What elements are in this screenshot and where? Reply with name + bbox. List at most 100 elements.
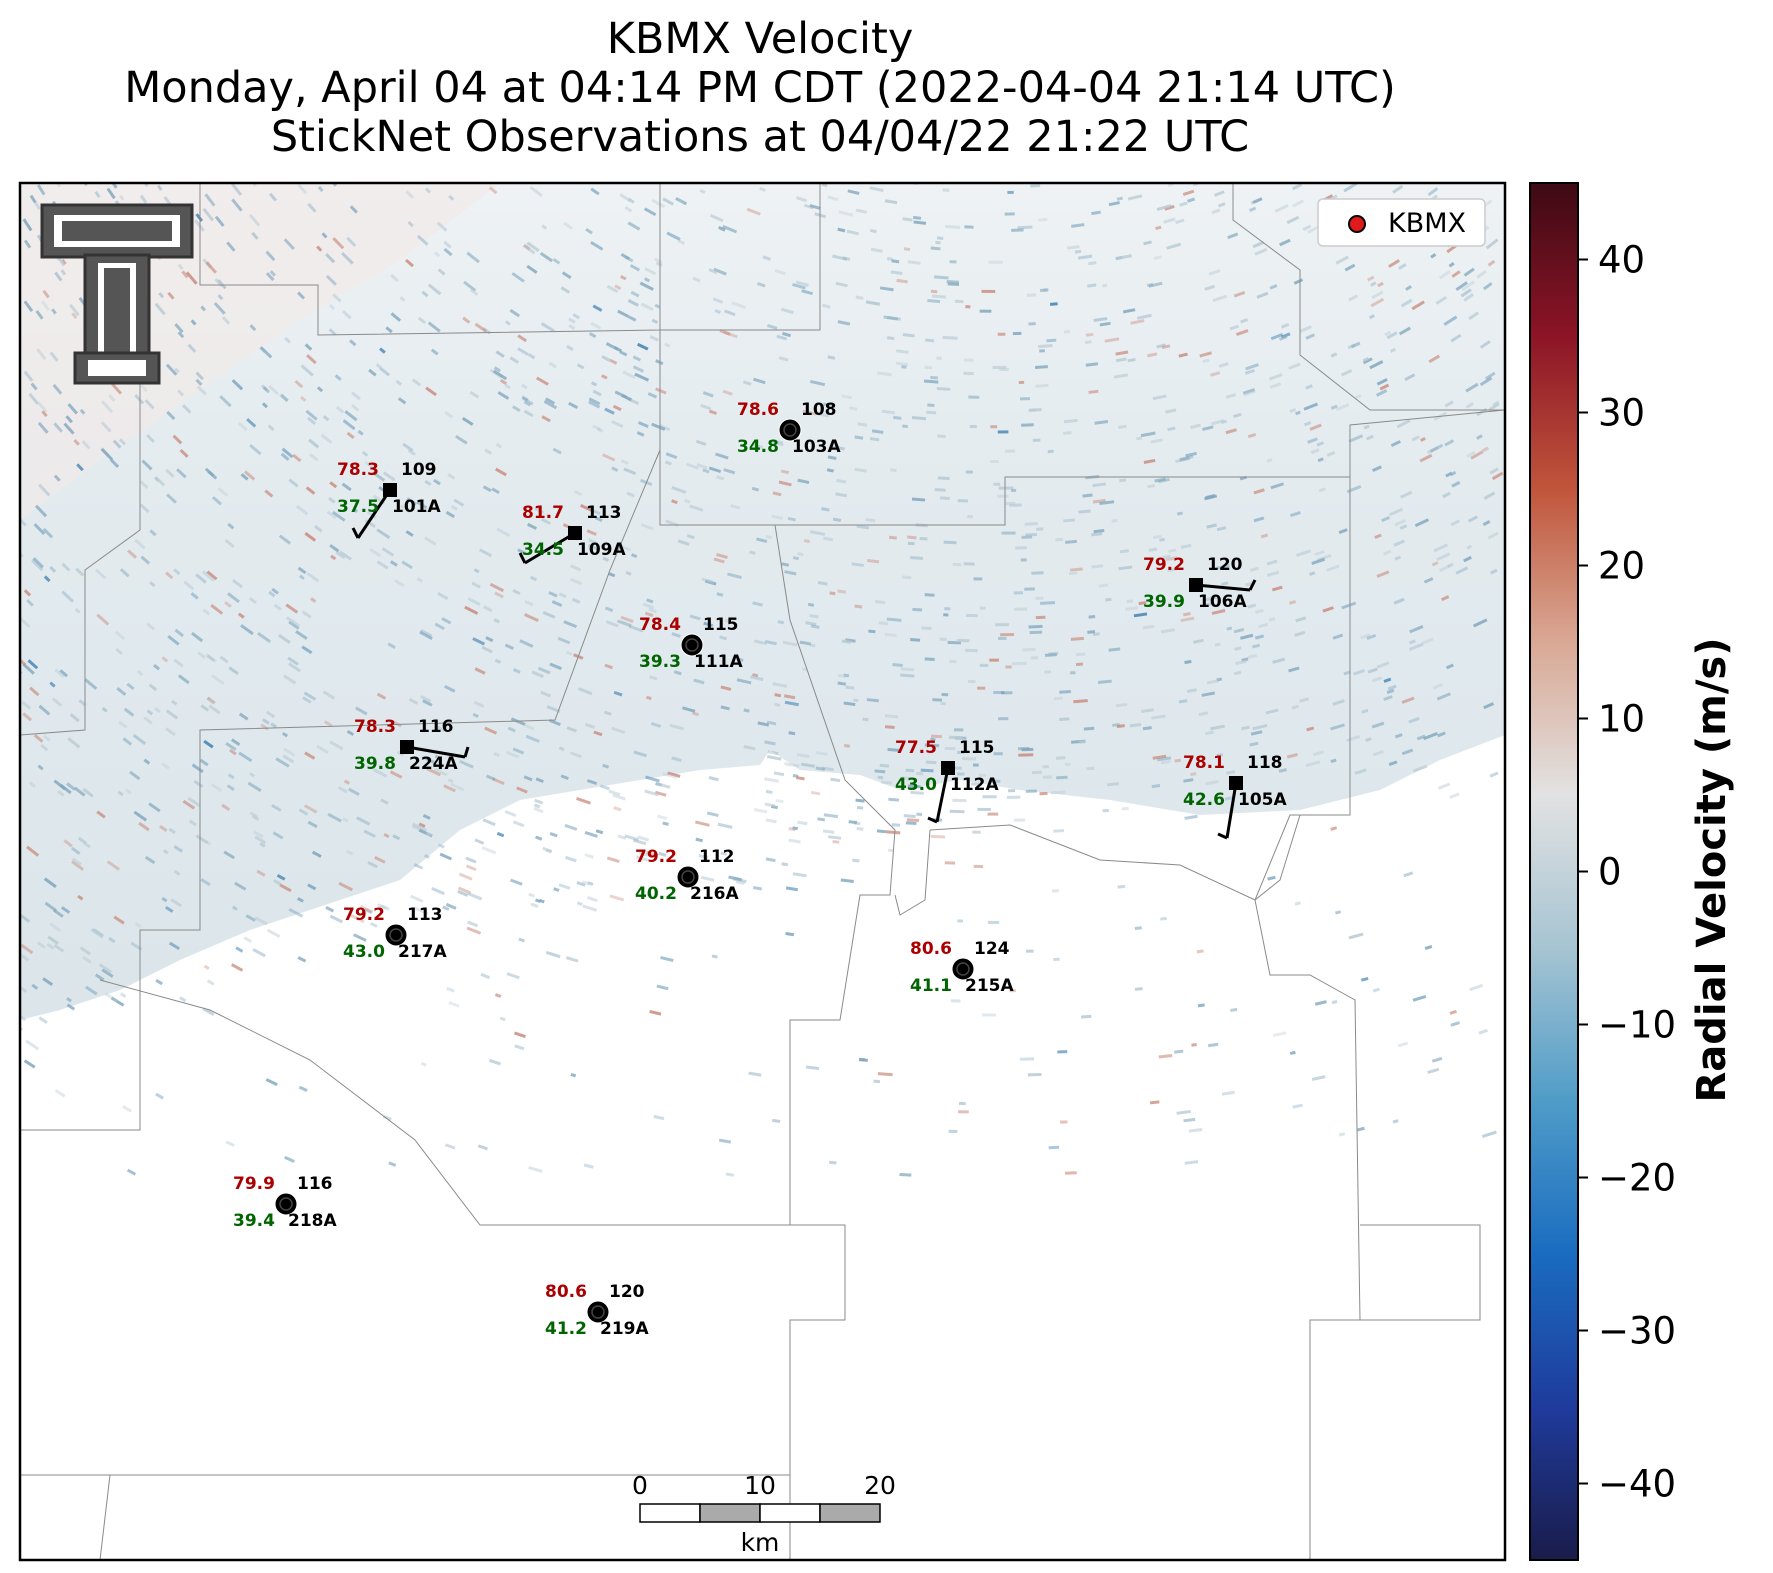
map-legend: KBMX — [1317, 198, 1486, 247]
wind-barb-flag — [1217, 832, 1228, 840]
station-probe-id: 109A — [577, 540, 626, 560]
station-dewpoint: 41.2 — [545, 1319, 587, 1339]
station-219a: 80.6 120 41.2 219A — [545, 1282, 649, 1339]
scale-bar: 0 10 20 km — [632, 1471, 896, 1557]
county-boundaries — [20, 183, 1505, 1560]
station-217a: 79.2 113 43.0 217A — [343, 905, 447, 962]
wind-barb-flag — [463, 746, 470, 758]
station-id: 120 — [1207, 555, 1243, 575]
station-103a: 78.6 108 34.8 103A — [737, 400, 841, 457]
wind-barb-icon — [406, 745, 466, 759]
station-218a: 79.9 116 39.4 218A — [233, 1174, 337, 1231]
texas-tech-double-t-logo-icon — [40, 203, 194, 385]
station-probe-id: 106A — [1198, 592, 1247, 612]
sticknet-stations: 78.6 108 34.8 103A 78.3 109 37.5 101A 81.7 113 34.… — [233, 400, 1287, 1339]
wind-barb-icon — [524, 531, 576, 565]
station-circle-marker-icon — [586, 1300, 610, 1324]
colorbar-tick-label: 0 — [1598, 851, 1622, 894]
station-probe-id: 224A — [409, 754, 458, 774]
station-id: 120 — [609, 1282, 645, 1302]
station-square-marker-icon — [400, 740, 414, 754]
station-109a: 81.7 113 34.5 109A — [518, 503, 626, 565]
station-temperature: 77.5 — [895, 738, 937, 758]
colorbar-scale — [1529, 182, 1579, 1561]
station-circle-marker-icon — [676, 865, 700, 889]
wind-barb-flag — [351, 527, 360, 539]
station-temperature: 79.2 — [1143, 555, 1185, 575]
wind-barb-icon — [1225, 782, 1238, 839]
station-probe-id: 112A — [950, 775, 999, 795]
station-111a: 78.4 115 39.3 111A — [639, 615, 743, 672]
station-probe-id: 101A — [392, 497, 441, 517]
station-circle-marker-icon — [680, 633, 704, 657]
colorbar-label: Radial Velocity (m/s) — [1689, 637, 1735, 1102]
colorbar-tick-label: −10 — [1598, 1004, 1676, 1047]
title-line-1: KBMX Velocity — [606, 14, 914, 64]
station-id: 112 — [699, 847, 735, 867]
station-dewpoint: 34.8 — [737, 437, 779, 457]
station-temperature: 80.6 — [910, 939, 952, 959]
station-temperature: 79.2 — [343, 905, 385, 925]
wind-barb-flag — [518, 552, 527, 564]
station-square-marker-icon — [941, 761, 955, 775]
colorbar-tick-label: 10 — [1598, 698, 1645, 741]
station-id: 116 — [297, 1174, 333, 1194]
station-probe-id: 105A — [1238, 790, 1287, 810]
station-probe-id: 217A — [398, 942, 447, 962]
station-probe-id: 216A — [690, 884, 739, 904]
station-temperature: 81.7 — [522, 503, 564, 523]
station-probe-id: 219A — [600, 1319, 649, 1339]
station-id: 115 — [959, 738, 995, 758]
colorbar: 40 30 20 10 0 −10 −20 −30 −40 Radial Velocity (m… — [1529, 182, 1735, 1561]
wind-barb-icon — [1195, 583, 1251, 592]
station-temperature: 78.4 — [639, 615, 681, 635]
scale-label-10: 10 — [744, 1471, 776, 1500]
station-101a: 78.3 109 37.5 101A — [337, 460, 441, 539]
wind-barb-icon — [935, 767, 950, 823]
station-224a: 78.3 116 39.8 224A — [354, 717, 470, 774]
colorbar-tick-label: −30 — [1598, 1310, 1676, 1353]
station-id: 113 — [586, 503, 622, 523]
radar-speckle — [20, 183, 1504, 1177]
station-probe-id: 218A — [288, 1211, 337, 1231]
station-id: 115 — [703, 615, 739, 635]
wind-barb-flag — [1248, 579, 1257, 591]
station-temperature: 78.1 — [1183, 753, 1225, 773]
station-id: 116 — [418, 717, 454, 737]
wind-barb-flag — [927, 816, 938, 824]
colorbar-tick-label: −20 — [1598, 1157, 1676, 1200]
station-105a: 78.1 118 42.6 105A — [1183, 753, 1287, 840]
station-112a: 77.5 115 43.0 112A — [895, 738, 999, 824]
map-frame — [18, 181, 1507, 1562]
station-dewpoint: 37.5 — [337, 497, 379, 517]
station-probe-id: 111A — [694, 652, 743, 672]
colorbar-tick-label: −40 — [1598, 1463, 1676, 1506]
station-id: 109 — [401, 460, 437, 480]
station-temperature: 79.9 — [233, 1174, 275, 1194]
station-square-marker-icon — [1229, 776, 1243, 790]
station-temperature: 79.2 — [635, 847, 677, 867]
station-probe-id: 215A — [965, 976, 1014, 996]
station-215a: 80.6 124 41.1 215A — [910, 939, 1014, 996]
colorbar-tick-label: 30 — [1598, 392, 1645, 435]
station-circle-marker-icon — [274, 1192, 298, 1216]
scale-label-20: 20 — [864, 1471, 896, 1500]
station-square-marker-icon — [383, 483, 397, 497]
station-id: 118 — [1247, 753, 1283, 773]
station-id: 124 — [974, 939, 1010, 959]
station-id: 108 — [801, 400, 837, 420]
station-106a: 79.2 120 39.9 106A — [1143, 555, 1257, 612]
station-circle-marker-icon — [951, 957, 975, 981]
radar-velocity-field — [20, 183, 1505, 1020]
wind-barb-icon — [356, 489, 392, 539]
station-circle-marker-icon — [384, 923, 408, 947]
station-dewpoint: 39.9 — [1143, 592, 1185, 612]
station-id: 113 — [407, 905, 443, 925]
legend-label: KBMX — [1388, 208, 1466, 239]
station-dewpoint: 39.8 — [354, 754, 396, 774]
scale-unit: km — [741, 1528, 780, 1557]
station-dewpoint: 42.6 — [1183, 790, 1225, 810]
station-square-marker-icon — [1189, 578, 1203, 592]
colorbar-tick-label: 40 — [1598, 239, 1645, 282]
